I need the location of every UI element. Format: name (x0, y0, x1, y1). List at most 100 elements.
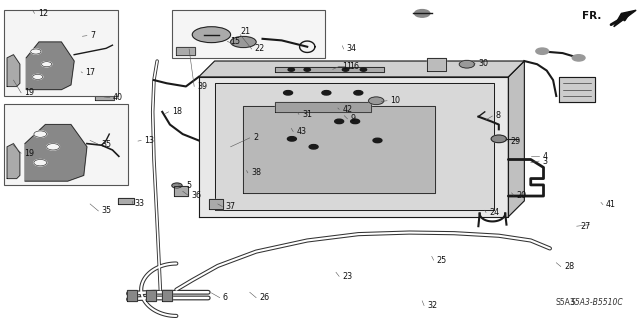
Polygon shape (198, 77, 508, 217)
Text: 38: 38 (251, 168, 261, 177)
Circle shape (354, 91, 363, 95)
Circle shape (491, 135, 506, 143)
Circle shape (33, 74, 43, 79)
Text: 41: 41 (606, 200, 616, 209)
Circle shape (369, 97, 384, 105)
Text: 27: 27 (580, 222, 590, 231)
Text: 36: 36 (191, 190, 201, 200)
Text: 4: 4 (542, 152, 547, 161)
Circle shape (536, 48, 548, 54)
Text: 20: 20 (516, 190, 527, 200)
Polygon shape (559, 77, 595, 102)
Text: 12: 12 (38, 9, 48, 18)
Bar (95, 94, 115, 100)
Polygon shape (508, 61, 524, 217)
Text: 10: 10 (390, 96, 400, 105)
Circle shape (34, 131, 47, 137)
Text: 13: 13 (145, 136, 154, 145)
Text: 2: 2 (253, 133, 258, 142)
Ellipse shape (230, 36, 256, 48)
Text: 15: 15 (230, 37, 241, 46)
Circle shape (351, 119, 360, 123)
Circle shape (304, 68, 310, 71)
Text: 6: 6 (223, 293, 228, 302)
Text: 34: 34 (347, 44, 357, 54)
Polygon shape (275, 67, 384, 72)
Text: 24: 24 (489, 208, 499, 217)
Text: 39: 39 (197, 82, 207, 91)
Circle shape (460, 60, 474, 68)
Polygon shape (614, 10, 636, 27)
Text: 17: 17 (86, 68, 96, 77)
Circle shape (284, 91, 292, 95)
Ellipse shape (192, 27, 230, 43)
Text: S5A3: S5A3 (555, 298, 575, 307)
Polygon shape (275, 102, 371, 112)
Text: 11: 11 (342, 62, 353, 71)
Text: 37: 37 (225, 202, 236, 211)
Text: 22: 22 (255, 44, 265, 54)
Text: 9: 9 (351, 114, 356, 123)
Polygon shape (243, 106, 435, 193)
Text: 23: 23 (342, 272, 353, 281)
Text: 19: 19 (24, 88, 35, 97)
Bar (118, 198, 134, 204)
Text: 35: 35 (102, 206, 112, 215)
Circle shape (342, 68, 349, 71)
Polygon shape (198, 61, 524, 77)
Text: 32: 32 (428, 301, 437, 310)
Text: 33: 33 (135, 198, 145, 208)
Circle shape (309, 145, 318, 149)
Text: 31: 31 (302, 110, 312, 119)
Bar (4, 104, 129, 185)
Circle shape (360, 68, 367, 71)
Text: S5A3-B5510C: S5A3-B5510C (571, 298, 623, 307)
Circle shape (373, 138, 382, 143)
Text: 16: 16 (349, 62, 359, 71)
Circle shape (288, 68, 294, 71)
Text: 26: 26 (259, 293, 269, 302)
Polygon shape (214, 83, 494, 210)
Circle shape (31, 49, 41, 54)
Bar (209, 199, 223, 209)
Polygon shape (25, 124, 87, 181)
Text: 5: 5 (186, 181, 191, 190)
Polygon shape (26, 42, 74, 90)
Text: FR.: FR. (582, 11, 601, 21)
Text: 30: 30 (478, 59, 488, 68)
Text: 25: 25 (437, 256, 447, 265)
Text: 21: 21 (240, 27, 250, 36)
Bar (146, 290, 156, 301)
Text: 40: 40 (113, 93, 123, 102)
Polygon shape (7, 144, 20, 179)
Bar (172, 10, 325, 58)
Circle shape (572, 55, 585, 61)
Bar (174, 187, 188, 196)
Text: 3: 3 (542, 157, 547, 166)
Text: 7: 7 (90, 31, 95, 40)
Bar (176, 47, 195, 55)
Polygon shape (7, 55, 20, 86)
Circle shape (322, 91, 331, 95)
Circle shape (172, 183, 182, 188)
Text: 8: 8 (495, 111, 500, 121)
Circle shape (58, 29, 84, 42)
Text: 18: 18 (172, 108, 182, 116)
Text: 29: 29 (510, 137, 520, 145)
Text: 43: 43 (296, 127, 307, 136)
Bar (162, 290, 172, 301)
Circle shape (34, 160, 47, 166)
Circle shape (287, 137, 296, 141)
Text: 35: 35 (102, 140, 112, 149)
Text: 42: 42 (342, 105, 353, 114)
Bar (127, 290, 137, 301)
Circle shape (415, 10, 430, 17)
Circle shape (335, 119, 344, 123)
Circle shape (42, 62, 52, 67)
Polygon shape (428, 58, 447, 70)
Circle shape (61, 69, 81, 79)
Text: 19: 19 (24, 149, 35, 158)
Text: 28: 28 (564, 262, 574, 271)
Bar (4, 10, 118, 96)
Circle shape (47, 144, 60, 150)
